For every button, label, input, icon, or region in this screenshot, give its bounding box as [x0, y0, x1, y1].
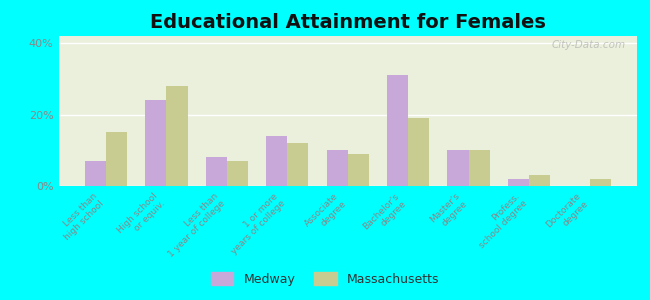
Legend: Medway, Massachusetts: Medway, Massachusetts — [206, 267, 444, 291]
Bar — [205, 158, 227, 186]
Bar — [287, 143, 309, 186]
Bar — [227, 161, 248, 186]
Bar — [469, 150, 490, 186]
Bar — [106, 132, 127, 186]
Bar — [166, 86, 188, 186]
Bar — [266, 136, 287, 186]
Title: Educational Attainment for Females: Educational Attainment for Females — [150, 13, 546, 32]
Bar — [529, 175, 551, 186]
Bar — [145, 100, 166, 186]
Bar — [326, 150, 348, 186]
Bar — [408, 118, 430, 186]
Bar — [508, 179, 529, 186]
Bar — [590, 179, 611, 186]
Bar — [348, 154, 369, 186]
Bar — [387, 75, 408, 186]
Text: City-Data.com: City-Data.com — [551, 40, 625, 50]
Bar — [84, 161, 106, 186]
Bar — [447, 150, 469, 186]
